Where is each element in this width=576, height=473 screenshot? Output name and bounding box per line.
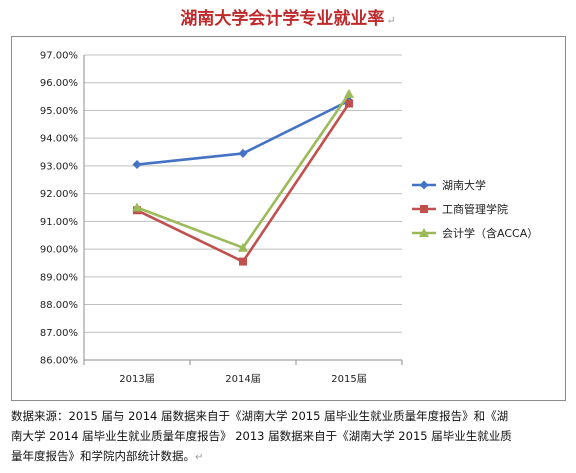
paragraph-mark: ↵ [386,14,396,27]
x-tick-label: 2013届 [119,373,154,385]
data-point [238,148,248,158]
y-tick-label: 96.00% [40,78,78,89]
page-title: 湖南大学会计学专业就业率 ↵ [0,4,576,29]
data-point [239,257,247,266]
data-point [132,160,142,170]
y-tick-label: 97.00% [40,51,78,62]
data-point [238,242,248,252]
title-text: 湖南大学会计学专业就业率 [180,9,385,29]
source-note-line: 量年度报告》和学院内部统计数据。↵ [11,449,204,463]
x-tick-label: 2014届 [225,373,260,385]
source-note-line: 数据来源：2015 届与 2014 届数据来自于《湖南大学 2015 届毕业生就… [11,409,509,423]
legend-label: 会计学（含ACCA） [442,226,538,240]
series-line [136,102,351,263]
y-tick-label: 88.00% [40,300,78,311]
source-note: 数据来源：2015 届与 2014 届数据来自于《湖南大学 2015 届毕业生就… [11,406,571,468]
legend-label: 湖南大学 [442,178,486,192]
y-tick-label: 90.00% [40,245,78,256]
y-tick-label: 94.00% [40,134,78,145]
y-tick-label: 87.00% [40,328,78,339]
y-tick-label: 86.00% [40,356,78,367]
x-tick-label: 2015届 [331,373,366,385]
legend-label: 工商管理学院 [442,202,508,216]
data-point [132,202,142,212]
source-note-line: 南大学 2014 届毕业生就业质量年度报告》 2013 届数据来自于《湖南大学 … [11,429,512,443]
chart-container: 86.00% 87.00% 88.00% 89.00% 90.00% 91.00% 92.0… [11,36,566,401]
line-chart: 86.00% 87.00% 88.00% 89.00% 90.00% 91.00% 92.0… [40,51,538,386]
legend-marker [419,180,429,190]
y-tick-label: 92.00% [40,189,78,200]
y-tick-label: 93.00% [40,161,78,172]
y-tick-label: 89.00% [40,272,78,283]
data-point [345,99,353,108]
y-tick-label: 91.00% [40,217,78,228]
legend-marker [419,228,429,237]
y-tick-label: 95.00% [40,106,78,117]
data-point [344,88,354,98]
legend-marker [420,205,428,213]
